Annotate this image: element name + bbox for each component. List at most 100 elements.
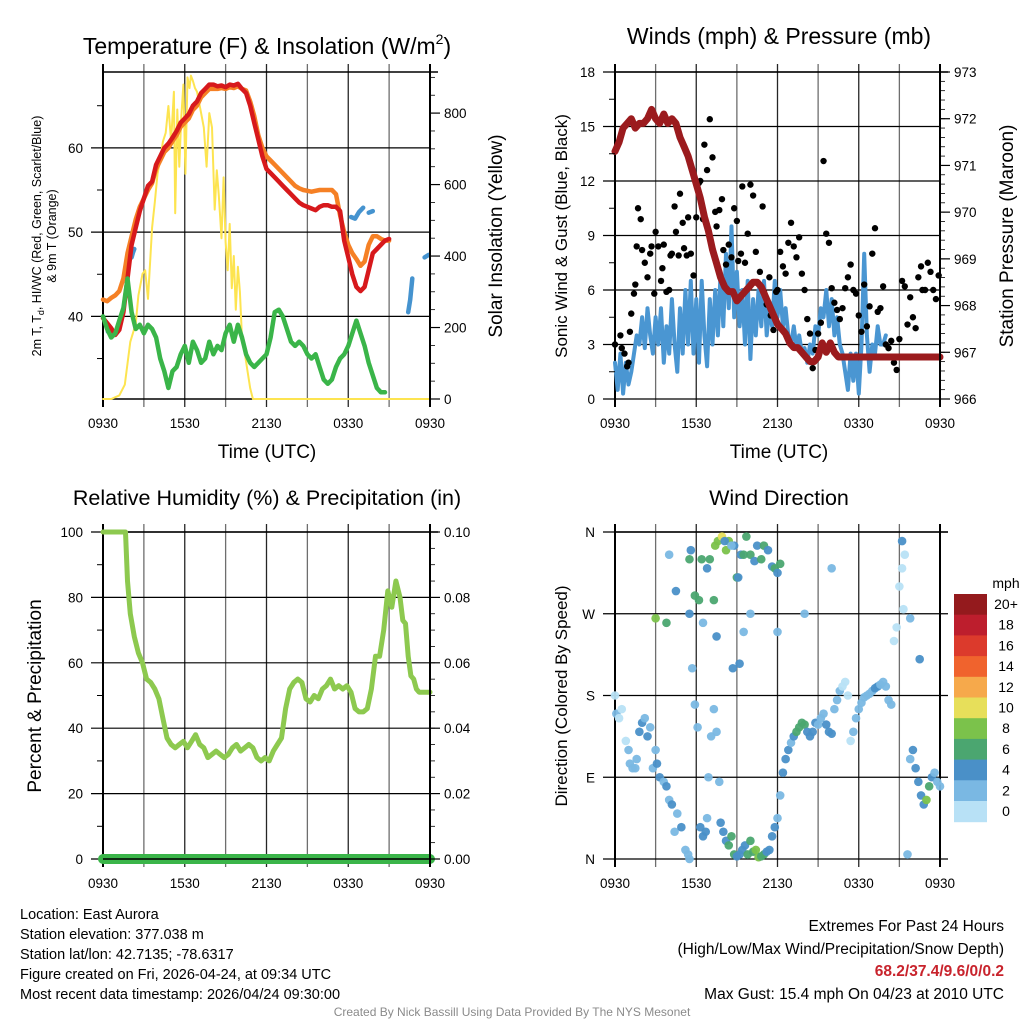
wind-direction-point (781, 754, 790, 764)
insolation-y2-axis-label: Solar Insolation (Yellow) (486, 134, 507, 337)
wind-direction-x-tick-label: 0330 (844, 876, 874, 891)
wind-direction-x-tick-label: 2130 (762, 876, 792, 891)
gust-point (777, 248, 784, 256)
winds-y-tick-label: 6 (587, 283, 595, 298)
wind-direction-point (800, 720, 809, 729)
humidity-y-tick-label: 40 (68, 721, 83, 736)
gust-point (844, 274, 852, 281)
wind-direction-point (686, 545, 696, 555)
location-text: Location: East Aurora (20, 907, 159, 923)
gust-point (634, 205, 642, 212)
gust-point (890, 359, 898, 366)
wind-direction-panel: Wind Direction 0930 1530 2130 0330 0930 N E S W N… (552, 486, 1020, 891)
winds-y-tick-label: 18 (580, 65, 595, 80)
gust-point (779, 263, 787, 270)
wind-direction-point (775, 559, 785, 569)
pressure-y2-tick-label: 966 (954, 392, 977, 407)
insolation-y2-tick-label: 0 (444, 392, 452, 407)
humidity-y-tick-label: 20 (68, 787, 83, 802)
wind-direction-point (800, 609, 809, 619)
wind-direction-point (763, 545, 773, 555)
legend-label: 14 (998, 658, 1014, 674)
winds-x-tick-label: 0930 (600, 416, 630, 431)
precipitation-y2-tick-label: 0.08 (444, 590, 470, 605)
wind-direction-point (643, 732, 652, 741)
temperature-x-axis-label: Time (UTC) (218, 442, 317, 463)
legend-swatch (954, 676, 987, 698)
wind-direction-point (631, 763, 640, 773)
wind-direction-point (895, 582, 904, 591)
wind-direction-plot-area (610, 532, 945, 864)
insolation-y2-tick-label: 600 (444, 178, 467, 193)
precipitation-y2-tick-label: 0.06 (444, 656, 470, 671)
winds-x-tick-label: 0330 (844, 416, 874, 431)
gust-point (679, 219, 686, 226)
gust-point (693, 214, 700, 221)
hiwc-series-line (422, 252, 431, 260)
winds-chart-title: Winds (mph) & Pressure (mb) (627, 23, 931, 49)
legend-label: 0 (1002, 803, 1010, 819)
precipitation-y2-tick-label: 0.02 (444, 787, 470, 802)
gust-point (888, 337, 895, 345)
gust-point (877, 304, 884, 312)
wind-direction-point (881, 682, 891, 691)
winds-y-tick-label: 12 (580, 174, 595, 189)
wind-direction-point (765, 845, 774, 855)
gust-point (618, 344, 625, 352)
gust-point (747, 181, 754, 188)
gust-point (703, 166, 711, 174)
winds-x-axis-label: Time (UTC) (730, 442, 829, 463)
gust-point (644, 274, 651, 281)
gust-point (885, 344, 892, 352)
max-gust-text: Max Gust: 15.4 mph On 04/23 at 2010 UTC (704, 985, 1004, 1003)
wind-direction-point (624, 745, 633, 755)
wind-direction-point (892, 623, 901, 632)
wind-direction-point (775, 791, 785, 800)
gust-point (652, 228, 659, 236)
wind-direction-point (705, 554, 715, 564)
wind-direction-x-tick-label: 0930 (600, 876, 630, 891)
legend-swatch (954, 759, 987, 781)
wind-direction-point (712, 727, 721, 737)
gust-point (632, 281, 639, 288)
gust-point (752, 248, 760, 256)
precipitation-y2-tick-label: 0.04 (444, 721, 471, 736)
wind-direction-point (662, 782, 671, 791)
figure-created-text: Figure created on Fri, 2026-04-24, at 09… (20, 967, 332, 983)
gust-point (657, 277, 665, 285)
gust-point (637, 215, 644, 223)
extremes-subtitle: (High/Low/Max Wind/Precipitation/Snow De… (677, 940, 1005, 958)
wind-direction-point (690, 700, 700, 709)
wind-direction-point (617, 704, 627, 714)
gust-point (793, 254, 800, 261)
wind-direction-point (724, 841, 734, 850)
wind-direction-point (914, 777, 923, 787)
gust-point (871, 225, 879, 232)
humidity-y-tick-label: 0 (75, 852, 83, 867)
gust-point (930, 286, 937, 294)
wind-direction-point (739, 550, 748, 560)
winds-x-tick-label: 1530 (681, 416, 711, 431)
gust-point (701, 141, 708, 148)
gust-point (660, 241, 667, 248)
wind-direction-point (900, 550, 910, 560)
gust-point (713, 223, 720, 230)
gust-point (651, 290, 658, 297)
gust-point (917, 263, 925, 270)
wind-direction-point (840, 677, 850, 687)
humidity-y-axis-label: Percent & Precipitation (25, 599, 46, 792)
wind-direction-point (746, 609, 755, 619)
winds-x-tick-label: 0930 (925, 416, 955, 431)
wind-direction-y-tick-label: N (585, 852, 595, 867)
legend-swatch (954, 801, 987, 823)
legend-swatch (954, 594, 987, 616)
wind-direction-point (727, 541, 736, 550)
pressure-y2-axis-label: Station Pressure (Maroon) (997, 125, 1018, 348)
wind-direction-point (735, 659, 744, 669)
gust-point (782, 270, 789, 277)
legend-swatch (954, 780, 987, 802)
gust-point (744, 230, 751, 237)
gust-point (722, 261, 730, 268)
temperature-x-tick-label: 1530 (170, 416, 200, 431)
